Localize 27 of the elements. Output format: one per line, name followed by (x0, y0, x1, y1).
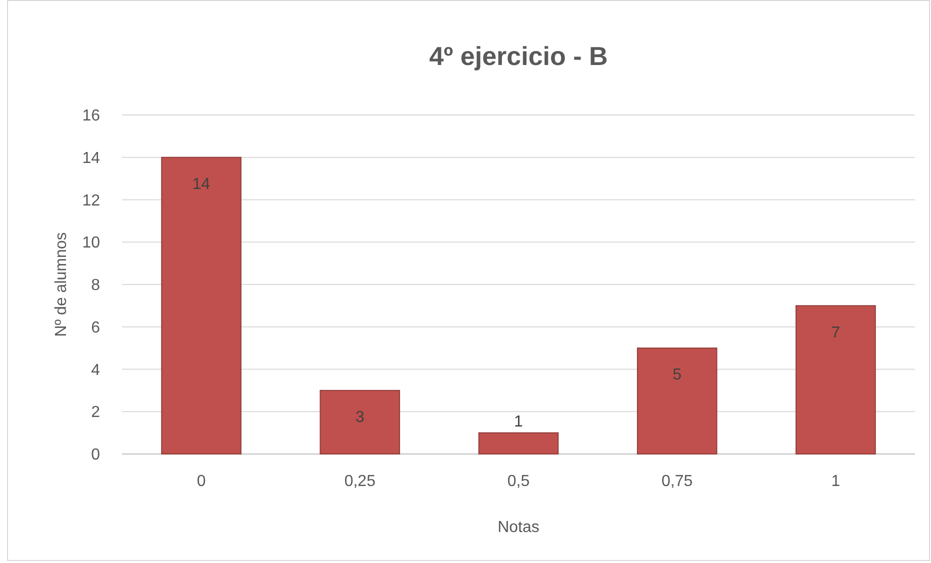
bar (796, 305, 876, 454)
y-tick-label: 10 (82, 234, 100, 252)
y-tick-label: 0 (91, 446, 100, 464)
bar (320, 390, 400, 454)
x-tick-label: 0,25 (344, 473, 376, 490)
y-tick-label: 14 (82, 150, 100, 167)
x-tick-label: 0 (196, 473, 206, 490)
x-tick-label: 0,75 (662, 473, 693, 490)
y-axis-title: Nº de alumnos (53, 232, 70, 337)
bar (478, 432, 559, 454)
data-label: 14 (192, 176, 210, 193)
data-label: 5 (672, 366, 682, 384)
y-tick-label: 4 (91, 362, 100, 379)
y-tick-label: 8 (91, 277, 100, 294)
y-tick-label: 2 (91, 404, 100, 422)
bar (636, 348, 718, 454)
y-tick-label: 12 (82, 192, 100, 210)
y-tick-label: 6 (91, 319, 100, 336)
data-label: 3 (355, 409, 364, 426)
bar (161, 156, 242, 454)
data-label: 7 (831, 324, 840, 342)
data-label: 1 (514, 413, 524, 430)
x-tick-label: 0,5 (507, 473, 530, 490)
x-tick-label: 1 (831, 473, 840, 490)
chart-title: 4º ejercicio - B (429, 41, 608, 71)
x-axis-title: Notas (498, 519, 540, 536)
y-tick-label: 16 (82, 108, 100, 125)
